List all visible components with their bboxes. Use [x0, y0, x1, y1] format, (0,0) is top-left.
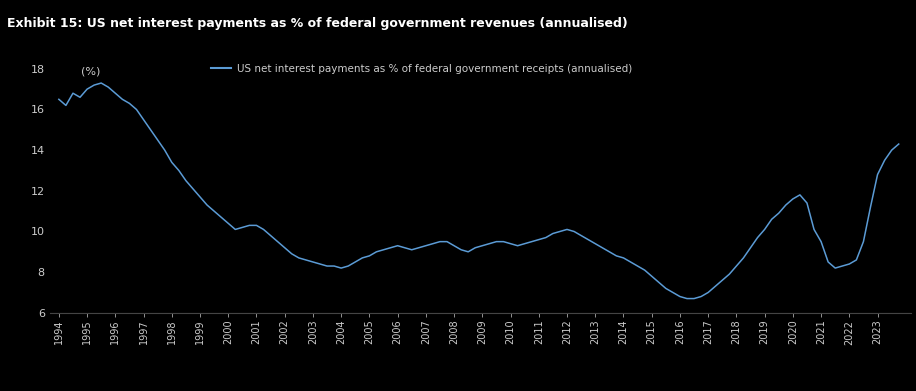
Text: (%): (%) [81, 66, 100, 76]
Text: Exhibit 15: US net interest payments as % of federal government revenues (annual: Exhibit 15: US net interest payments as … [7, 17, 628, 30]
Legend: US net interest payments as % of federal government receipts (annualised): US net interest payments as % of federal… [211, 64, 632, 74]
